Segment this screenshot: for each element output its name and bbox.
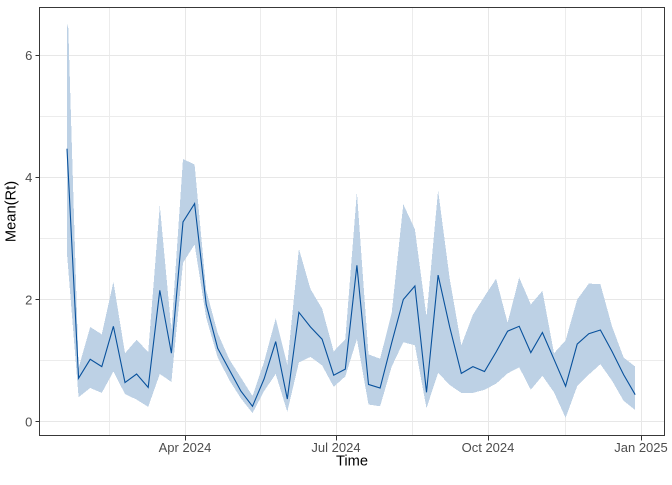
svg-text:Mean(Rt): Mean(Rt) — [4, 181, 20, 242]
svg-text:2: 2 — [25, 292, 32, 307]
svg-text:Oct 2024: Oct 2024 — [462, 440, 515, 455]
svg-text:6: 6 — [25, 48, 32, 63]
svg-text:0: 0 — [25, 414, 32, 429]
svg-text:4: 4 — [25, 170, 32, 185]
svg-text:Jan 2025: Jan 2025 — [614, 440, 668, 455]
svg-text:Apr 2024: Apr 2024 — [159, 440, 212, 455]
svg-text:Time: Time — [336, 454, 368, 470]
svg-text:Jul 2024: Jul 2024 — [311, 440, 360, 455]
